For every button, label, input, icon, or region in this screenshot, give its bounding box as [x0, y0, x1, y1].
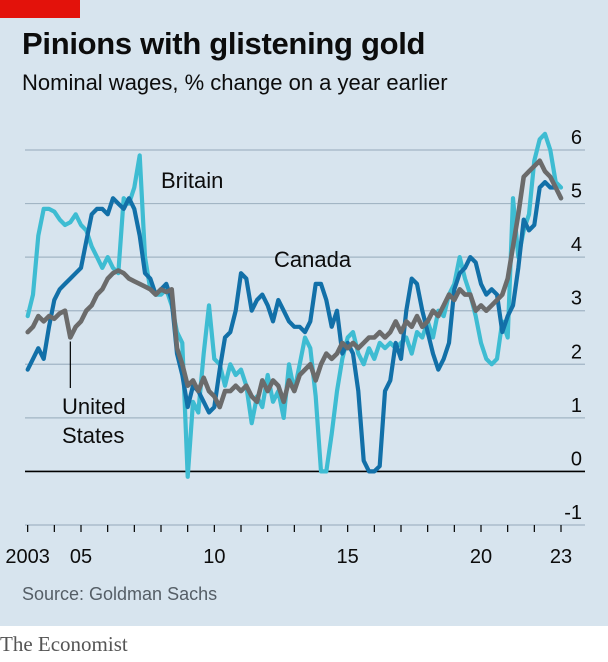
source-note: Source: Goldman Sachs — [22, 584, 218, 604]
series-line-united-states — [25, 158, 564, 410]
label-united-states-line2: States — [62, 423, 124, 448]
chart-subtitle: Nominal wages, % change on a year earlie… — [22, 70, 448, 95]
y-tick-label: -1 — [564, 502, 582, 524]
x-tick-label: 15 — [337, 546, 359, 568]
y-tick-labels: -1 0 1 2 3 4 5 6 — [564, 127, 582, 524]
y-tick-label: 1 — [571, 395, 582, 417]
x-axis: 2003 05 10 15 20 23 — [5, 525, 572, 568]
y-tick-label: 6 — [571, 127, 582, 149]
x-tick-label: 10 — [203, 546, 225, 568]
label-canada: Canada — [274, 247, 352, 272]
y-tick-label: 2 — [571, 341, 582, 363]
x-tick-label: 23 — [550, 546, 572, 568]
y-tick-label: 5 — [571, 181, 582, 203]
y-gridlines — [25, 149, 585, 526]
label-britain: Britain — [161, 168, 223, 193]
x-tick-label: 20 — [470, 546, 492, 568]
y-tick-label: 4 — [571, 234, 582, 256]
y-tick-label: 0 — [571, 448, 582, 470]
series-lines — [25, 131, 564, 479]
series-line-canada — [25, 180, 564, 474]
chart-title: Pinions with glistening gold — [22, 26, 426, 61]
series-annotations: Britain Canada United States — [62, 168, 352, 448]
brand-red-tag — [0, 0, 80, 18]
publisher-logo: The Economist — [0, 632, 128, 656]
x-tick-label: 2003 — [5, 546, 50, 568]
y-tick-label: 3 — [571, 288, 582, 310]
x-tick-label: 05 — [70, 546, 92, 568]
label-united-states-line1: United — [62, 394, 126, 419]
